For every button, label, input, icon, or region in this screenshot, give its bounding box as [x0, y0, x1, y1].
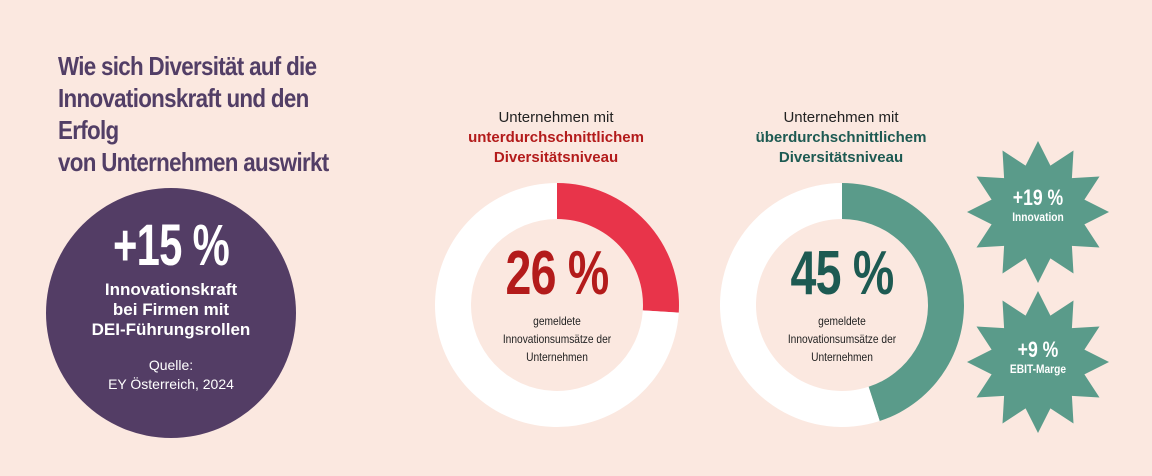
starburst-badge-innovation: [967, 141, 1109, 283]
chart-1-header: Unternehmen mit unterdurchschnittlichem …: [416, 108, 696, 168]
page-title: Wie sich Diversität auf die Innovationsk…: [58, 50, 368, 178]
caption-line: Unternehmen: [811, 350, 873, 364]
highlight-circle: +15 % Innovationskraft bei Firmen mit DE…: [46, 188, 296, 438]
highlight-line: bei Firmen mit: [112, 300, 230, 319]
chart-1-value: 26 %: [505, 239, 609, 308]
donut-slice-rest: [719, 183, 880, 427]
caption-line: Innovationsumsätze der: [787, 332, 897, 346]
caption-line: Unternehmen: [526, 350, 588, 364]
donut-slice-value: [557, 183, 679, 313]
chart-2-header-line: Unternehmen mit: [783, 109, 899, 126]
badge-ebit-text: +9 % EBIT-Marge: [990, 337, 1086, 377]
chart-2-value: 45 %: [790, 239, 894, 308]
chart-2-header-line: Diversitätsniveau: [778, 149, 904, 166]
highlight-description: Innovationskraft bei Firmen mit DEI-Führ…: [46, 280, 296, 340]
caption-line: Innovationsumsätze der: [502, 332, 612, 346]
highlight-line: DEI-Führungsrollen: [91, 320, 251, 339]
chart-2-caption: gemeldete Innovationsumsätze der Unterne…: [757, 312, 927, 366]
starburst-shape: [967, 141, 1109, 283]
title-line-3: von Unternehmen auswirkt: [58, 147, 329, 177]
chart-1-header-line: unterdurchschnittlichem: [468, 129, 644, 146]
donut-chart-1: [434, 183, 679, 427]
title-line-2: Innovationskraft und den Erfolg: [58, 83, 309, 145]
badge-value: +19 %: [1012, 185, 1064, 210]
chart-1-caption: gemeldete Innovationsumsätze der Unterne…: [472, 312, 642, 366]
source-label: Quelle:: [148, 357, 194, 373]
chart-1-header-line: Diversitätsniveau: [493, 149, 619, 166]
chart-1-header-line: Unternehmen mit: [498, 109, 614, 126]
caption-line: gemeldete: [533, 314, 581, 328]
source-note: Quelle: EY Österreich, 2024: [46, 356, 296, 394]
donut-slice-rest: [434, 183, 679, 427]
starburst-shape: [967, 291, 1109, 433]
highlight-value: +15 %: [113, 213, 230, 278]
chart-2-header-line: überdurchschnittlichem: [755, 129, 927, 146]
badge-innovation-text: +19 % Innovation: [990, 185, 1086, 225]
badge-label: EBIT-Marge: [1009, 362, 1067, 376]
chart-2-header: Unternehmen mit überdurchschnittlichem D…: [701, 108, 981, 168]
highlight-line: Innovationskraft: [104, 280, 238, 299]
source-text: EY Österreich, 2024: [108, 376, 234, 392]
donut-chart-2: [719, 183, 964, 427]
donut-slice-value: [842, 183, 964, 422]
title-line-1: Wie sich Diversität auf die: [58, 51, 317, 81]
badge-value: +9 %: [1017, 337, 1059, 362]
badge-label: Innovation: [1012, 210, 1064, 224]
starburst-badge-ebit: [967, 291, 1109, 433]
caption-line: gemeldete: [818, 314, 866, 328]
